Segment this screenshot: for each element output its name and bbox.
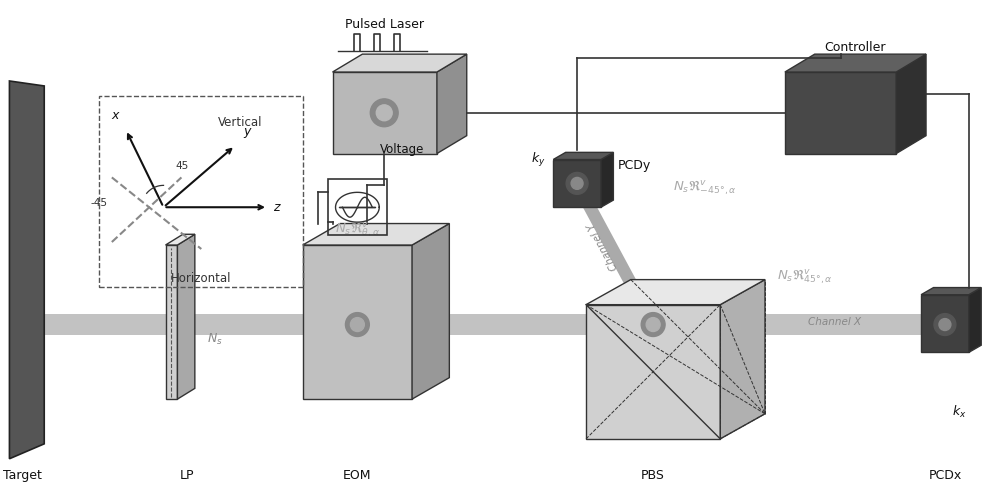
- Circle shape: [571, 177, 583, 190]
- Circle shape: [646, 318, 660, 332]
- Polygon shape: [785, 54, 926, 72]
- Circle shape: [566, 172, 588, 195]
- Text: $k_y$: $k_y$: [531, 150, 545, 168]
- Circle shape: [345, 313, 369, 337]
- Text: Channel Y: Channel Y: [586, 221, 620, 271]
- Text: Channel X: Channel X: [808, 317, 861, 327]
- Text: Voltage: Voltage: [380, 143, 424, 155]
- Bar: [328, 179, 387, 235]
- Polygon shape: [333, 72, 437, 153]
- Polygon shape: [553, 159, 601, 207]
- Polygon shape: [921, 288, 981, 295]
- Polygon shape: [601, 152, 613, 207]
- Polygon shape: [166, 245, 177, 399]
- Polygon shape: [785, 72, 896, 153]
- Text: $N_s$: $N_s$: [207, 332, 223, 347]
- Text: Target: Target: [3, 469, 42, 482]
- Polygon shape: [969, 288, 981, 352]
- Circle shape: [370, 99, 398, 127]
- Text: EOM: EOM: [343, 469, 372, 482]
- Circle shape: [934, 314, 956, 336]
- Polygon shape: [921, 295, 969, 352]
- Text: Pulsed Laser: Pulsed Laser: [345, 18, 424, 31]
- Text: LP: LP: [180, 469, 195, 482]
- Polygon shape: [9, 81, 44, 459]
- Polygon shape: [303, 245, 412, 399]
- Circle shape: [376, 105, 392, 121]
- Text: PCDx: PCDx: [928, 469, 962, 482]
- Polygon shape: [586, 304, 720, 439]
- Text: Controller: Controller: [825, 41, 886, 54]
- Text: PCDy: PCDy: [618, 159, 651, 172]
- Circle shape: [641, 313, 665, 337]
- Polygon shape: [303, 224, 449, 245]
- Polygon shape: [333, 54, 467, 72]
- Text: $N_s\mathfrak{R}^v_{-45°,\alpha}$: $N_s\mathfrak{R}^v_{-45°,\alpha}$: [673, 178, 736, 197]
- Text: $N_s\mathfrak{R}^v_{\theta,\alpha}$: $N_s\mathfrak{R}^v_{\theta,\alpha}$: [335, 221, 380, 240]
- Polygon shape: [720, 280, 765, 439]
- Bar: [12, 314, 967, 336]
- Bar: [99, 96, 303, 287]
- Circle shape: [350, 318, 364, 332]
- Polygon shape: [586, 280, 765, 304]
- Circle shape: [939, 319, 951, 331]
- Text: -45: -45: [91, 198, 108, 208]
- Polygon shape: [553, 152, 613, 159]
- Text: $k_x$: $k_x$: [952, 404, 966, 420]
- Text: PBS: PBS: [641, 469, 665, 482]
- Polygon shape: [896, 54, 926, 153]
- Text: 45: 45: [175, 161, 189, 171]
- Text: $N_s\mathfrak{R}^v_{45°,\alpha}$: $N_s\mathfrak{R}^v_{45°,\alpha}$: [777, 267, 833, 286]
- Text: x: x: [111, 109, 119, 122]
- Text: Horizontal: Horizontal: [171, 272, 232, 285]
- Text: y: y: [243, 125, 250, 138]
- Polygon shape: [437, 54, 467, 153]
- Text: z: z: [273, 201, 279, 214]
- Polygon shape: [412, 224, 449, 399]
- Polygon shape: [177, 234, 195, 399]
- Polygon shape: [166, 234, 195, 245]
- Text: Vertical: Vertical: [218, 116, 263, 129]
